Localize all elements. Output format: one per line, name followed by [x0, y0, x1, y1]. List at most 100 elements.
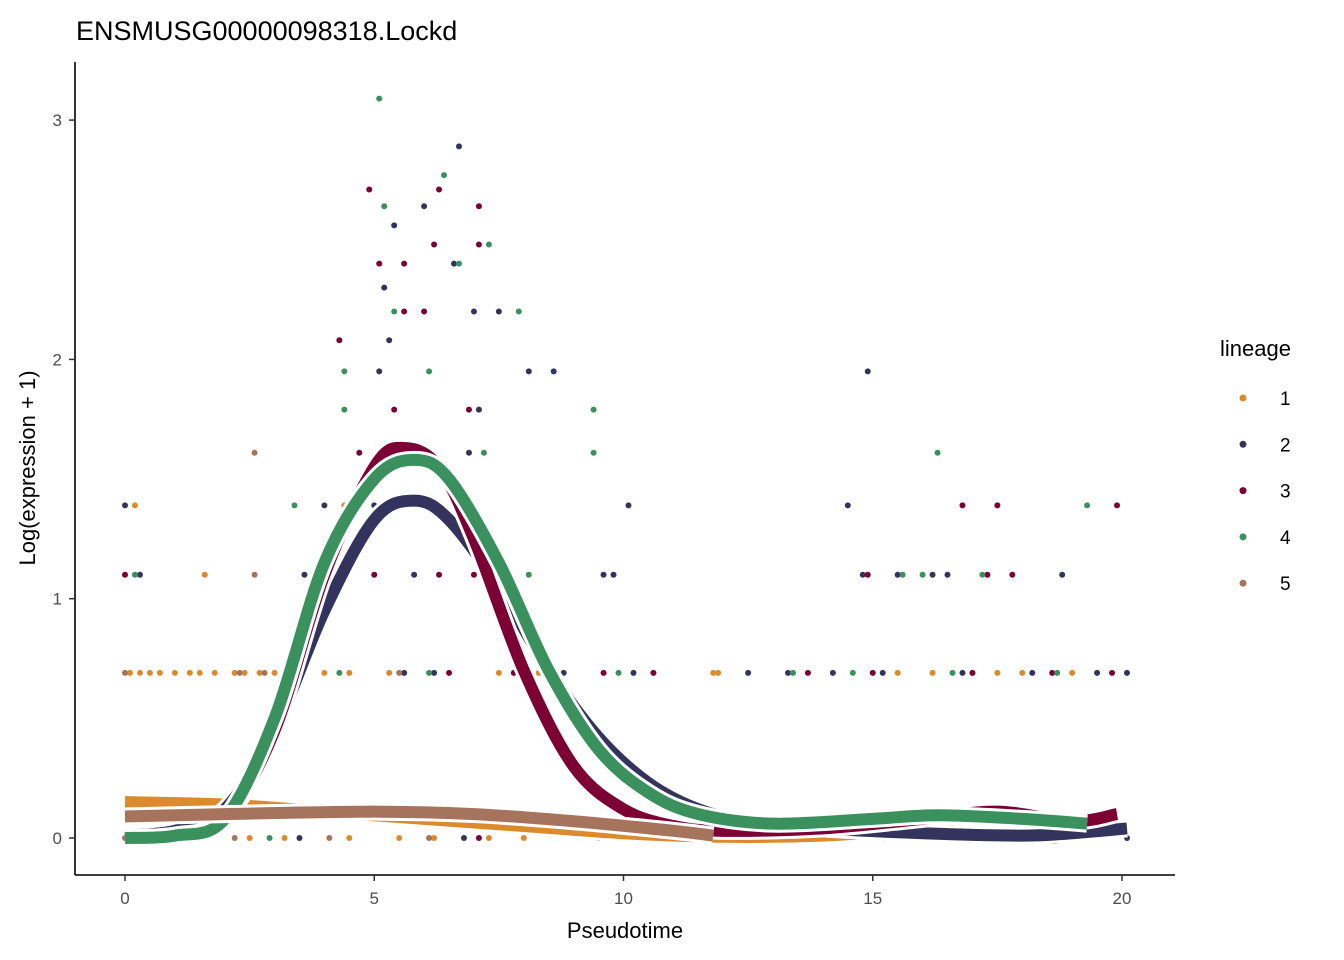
y-tick-label: 3 [53, 111, 62, 130]
data-point-lineage-2 [475, 406, 482, 413]
data-point-lineage-1 [715, 669, 722, 676]
data-point-lineage-3 [470, 571, 477, 578]
curve-lineage-4 [124, 453, 1088, 844]
data-point-lineage-4 [376, 95, 383, 102]
data-point-lineage-2 [630, 669, 637, 676]
data-point-lineage-4 [341, 368, 348, 375]
data-point-lineage-1 [131, 502, 138, 509]
data-point-lineage-4 [391, 308, 398, 315]
data-point-lineage-4 [336, 669, 343, 676]
data-point-lineage-3 [869, 669, 876, 676]
data-point-lineage-2 [460, 835, 467, 841]
data-point-lineage-3 [421, 308, 428, 315]
data-point-lineage-4 [979, 571, 986, 578]
data-point-lineage-4 [615, 669, 622, 676]
data-point-lineage-2 [465, 449, 472, 456]
data-point-lineage-2 [944, 571, 951, 578]
data-point-lineage-2 [431, 669, 438, 676]
data-point-lineage-4 [426, 669, 433, 676]
data-point-lineage-1 [156, 669, 163, 676]
data-point-lineage-4 [455, 260, 462, 267]
data-point-lineage-4 [525, 571, 532, 578]
data-point-lineage-4 [590, 449, 597, 456]
data-point-lineage-2 [451, 260, 458, 267]
data-point-lineage-3 [475, 203, 482, 210]
data-point-lineage-2 [844, 502, 851, 509]
data-point-lineage-1 [321, 669, 328, 676]
data-point-lineage-3 [122, 571, 128, 578]
data-point-lineage-2 [301, 571, 308, 578]
data-point-lineage-1 [171, 669, 178, 676]
data-point-lineage-3 [401, 260, 408, 267]
data-point-lineage-2 [455, 143, 462, 150]
legend: lineage 1 2 3 4 5 [1220, 336, 1291, 595]
data-point-lineage-1 [231, 669, 238, 676]
data-point-lineage-4 [341, 406, 348, 413]
data-point-lineage-3 [804, 669, 811, 676]
data-point-lineage-4 [590, 406, 597, 413]
data-point-lineage-1 [386, 669, 393, 676]
data-point-lineage-5 [231, 835, 238, 841]
data-point-lineage-2 [959, 669, 966, 676]
data-point-lineage-4 [1054, 669, 1061, 676]
data-point-lineage-3 [475, 835, 482, 841]
data-point-lineage-2 [745, 669, 752, 676]
x-tick-label: 20 [1113, 889, 1132, 908]
x-tick-label: 15 [863, 889, 882, 908]
data-point-lineage-4 [441, 172, 448, 179]
data-point-lineage-2 [929, 571, 936, 578]
legend-key-3 [1239, 487, 1247, 495]
data-point-lineage-4 [131, 571, 138, 578]
data-point-lineage-2 [470, 308, 477, 315]
legend-title: lineage [1220, 336, 1291, 361]
data-point-lineage-5 [426, 835, 433, 841]
data-point-lineage-1 [894, 669, 901, 676]
data-point-lineage-2 [610, 571, 617, 578]
data-point-lineage-3 [336, 337, 343, 344]
data-point-lineage-1 [396, 835, 403, 841]
data-point-lineage-2 [879, 669, 886, 676]
data-point-lineage-4 [919, 571, 926, 578]
plot-area [122, 95, 1130, 847]
data-point-lineage-1 [136, 669, 143, 676]
data-point-lineage-1 [929, 669, 936, 676]
y-tick-label: 1 [53, 590, 62, 609]
data-point-lineage-1 [346, 835, 353, 841]
x-axis-label: Pseudotime [567, 918, 683, 943]
data-point-lineage-1 [994, 669, 1001, 676]
y-tick-label: 0 [53, 829, 62, 848]
data-point-lineage-3 [994, 502, 1001, 509]
data-point-lineage-3 [864, 571, 871, 578]
data-point-lineage-3 [436, 571, 443, 578]
data-point-lineage-2 [859, 571, 866, 578]
data-point-lineage-3 [371, 571, 378, 578]
data-point-lineage-1 [211, 669, 218, 676]
data-point-lineage-5 [261, 669, 268, 676]
data-point-lineage-3 [1114, 502, 1121, 509]
data-point-lineage-1 [710, 669, 717, 676]
data-point-lineage-2 [894, 571, 901, 578]
data-point-lineage-2 [1059, 571, 1066, 578]
data-point-lineage-1 [431, 835, 438, 841]
data-point-lineage-2 [411, 571, 418, 578]
data-point-lineage-2 [525, 368, 532, 375]
data-point-lineage-2 [386, 337, 393, 344]
x-tick-label: 0 [120, 889, 129, 908]
data-point-lineage-3 [401, 308, 408, 315]
data-point-lineage-2 [296, 835, 303, 841]
data-point-lineage-4 [899, 571, 906, 578]
data-point-lineage-1 [346, 669, 353, 676]
data-point-lineage-3 [984, 571, 991, 578]
data-point-lineage-2 [321, 502, 328, 509]
data-point-lineage-1 [1069, 669, 1076, 676]
data-point-lineage-1 [196, 669, 203, 676]
data-point-lineage-1 [485, 835, 492, 841]
data-point-lineage-3 [446, 669, 453, 676]
legend-label: 3 [1280, 482, 1291, 503]
data-point-lineage-4 [515, 308, 522, 315]
data-point-lineage-3 [376, 260, 383, 267]
data-point-lineage-4 [485, 241, 492, 248]
data-point-lineage-3 [1009, 571, 1016, 578]
data-point-lineage-3 [1049, 669, 1056, 676]
legend-label: 1 [1280, 389, 1291, 410]
